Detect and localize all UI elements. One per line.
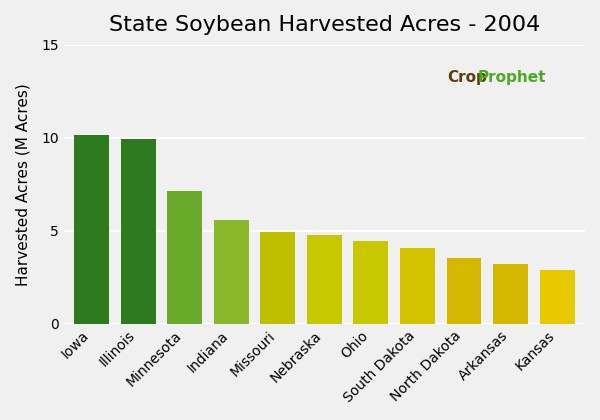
Bar [353,241,388,323]
Title: State Soybean Harvested Acres - 2004: State Soybean Harvested Acres - 2004 [109,15,540,35]
Text: Crop: Crop [447,70,487,85]
Bar [74,135,109,323]
Bar [260,231,295,323]
Bar [446,257,481,323]
Bar [167,191,202,323]
Bar [214,220,248,323]
Bar [400,248,435,323]
Bar [121,139,155,323]
Bar [307,235,342,323]
Y-axis label: Harvested Acres (M Acres): Harvested Acres (M Acres) [15,83,30,286]
Text: Prophet: Prophet [478,70,547,85]
Bar [493,264,528,323]
Bar [539,270,575,323]
